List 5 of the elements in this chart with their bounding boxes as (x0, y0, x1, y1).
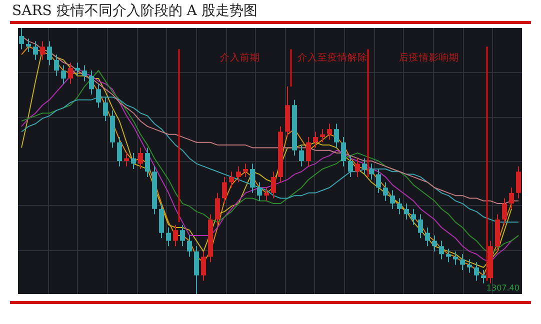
annotation: 1307.40 (486, 284, 520, 293)
annotation: 介入前期 (220, 51, 260, 64)
chart-title: SARS 疫情不同介入阶段的 A 股走势图 (12, 2, 258, 20)
annotation: 后疫情影响期 (398, 51, 459, 64)
annotation: 介入至疫情解除 (298, 51, 368, 64)
